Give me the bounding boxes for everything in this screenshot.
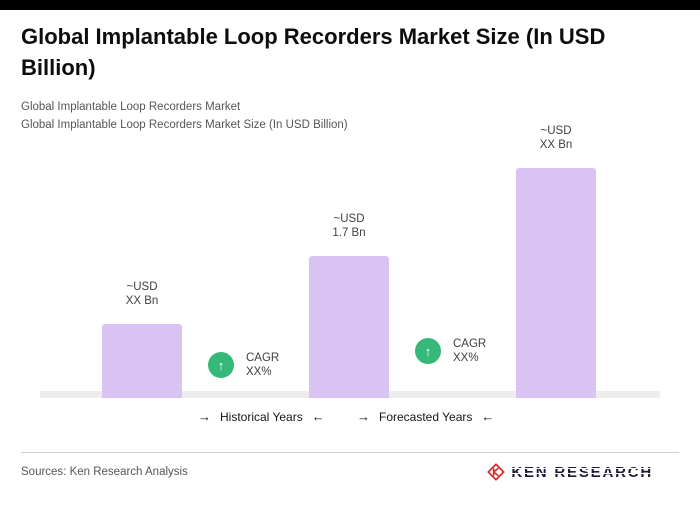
chart-bar [102,324,182,398]
sources-text: Sources: Ken Research Analysis [21,466,188,478]
forecasted-years-label: Forecasted Years [379,409,473,424]
cagr-badge: ↑ CAGR XX% [415,338,486,364]
chart-subtitle-line2: Global Implantable Loop Recorders Market… [21,119,348,131]
ken-research-logo: KEN RESEARCH [486,462,655,482]
bar-value-label: ~USD 1.7 Bn [332,213,366,239]
ken-research-logo-text: KEN RESEARCH [509,463,655,481]
left-arrow-icon: ← [311,409,325,424]
cagr-badge: ↑ CAGR XX% [208,352,279,378]
bar-value-label: ~USD XX Bn [125,281,159,307]
chart-bar [516,168,596,398]
ken-research-logo-icon [487,463,506,481]
chart-subtitles: Global Implantable Loop Recorders Market… [21,98,348,134]
bar-value-label: ~USD XX Bn [539,125,573,151]
up-arrow-circle-icon: ↑ [208,352,234,378]
historical-years-axis-label: → Historical Years ← [198,409,325,424]
right-arrow-icon: → [198,409,211,424]
page-title: Global Implantable Loop Recorders Market… [21,24,606,80]
chart-bar [309,256,389,398]
cagr-label: CAGR XX% [246,352,280,378]
forecasted-years-axis-label: → Forecasted Years ← [357,409,494,424]
footer-divider [21,452,679,453]
chart-subtitle-line1: Global Implantable Loop Recorders Market [21,101,241,113]
up-arrow-circle-icon: ↑ [415,338,441,364]
left-arrow-icon: ← [481,409,495,424]
right-arrow-icon: → [357,409,370,424]
historical-years-label: Historical Years [220,409,303,424]
bar-chart: ~USD XX Bn ~USD 1.7 Bn ~USD XX Bn ↑ CAGR XX% ↑ CAG… [40,125,660,398]
top-accent-bar [0,0,700,10]
cagr-label: CAGR XX% [453,338,487,364]
